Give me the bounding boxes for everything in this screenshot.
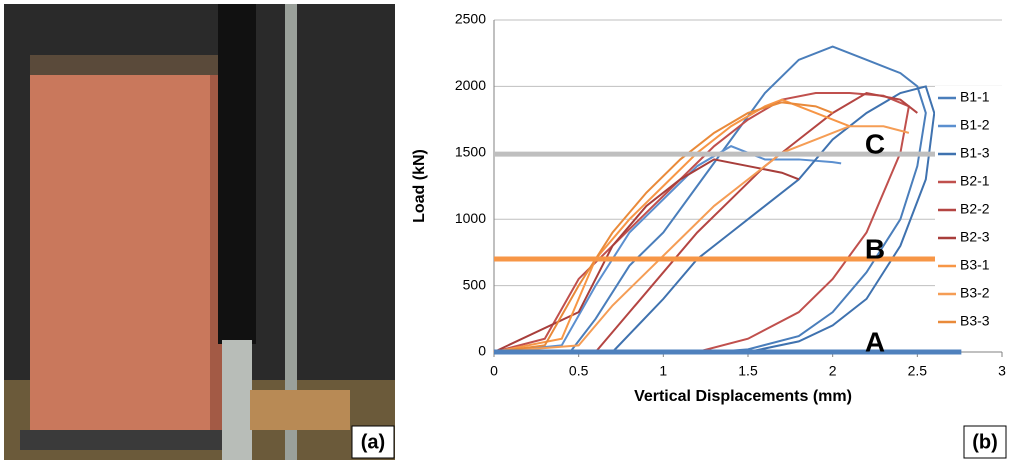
series-line <box>493 101 834 353</box>
legend-label: B1-1 <box>960 89 990 105</box>
y-axis-title: Load (kN) <box>411 149 428 223</box>
series-line <box>493 125 910 353</box>
reference-label: A <box>865 326 885 357</box>
series-line <box>493 98 850 353</box>
x-axis-title: Vertical Displacements (mm) <box>634 388 852 405</box>
x-tick-label: 1 <box>659 363 667 379</box>
x-tick-label: 0.5 <box>569 363 589 379</box>
legend-label: B1-2 <box>960 117 990 133</box>
legend-label: B2-3 <box>960 229 990 245</box>
series-line <box>494 45 927 353</box>
y-tick-label: 1500 <box>455 144 486 160</box>
legend-label: B2-1 <box>960 173 990 189</box>
y-tick-label: 2000 <box>455 77 486 93</box>
legend-label: B2-2 <box>960 201 990 217</box>
base-plate <box>20 430 240 450</box>
reference-label: C <box>865 129 885 160</box>
legend-label: B3-1 <box>960 257 990 273</box>
frame-post <box>285 4 297 460</box>
panel-label: (b) <box>972 431 998 453</box>
brick-column <box>30 75 220 430</box>
series-line <box>494 91 918 353</box>
legend-label: B1-3 <box>960 145 990 161</box>
panel-label-box <box>351 425 395 459</box>
series-line <box>493 92 910 353</box>
y-tick-label: 500 <box>463 276 487 292</box>
x-tick-label: 2.5 <box>908 363 928 379</box>
y-tick-label: 0 <box>478 343 486 359</box>
black-pipe <box>218 4 256 344</box>
top-plate <box>30 55 220 75</box>
legend-label: B3-3 <box>960 313 990 329</box>
panel-label: (a) <box>361 431 385 453</box>
reference-label: B <box>865 233 885 264</box>
series-line <box>493 145 842 353</box>
x-tick-label: 0 <box>490 363 498 379</box>
legend-label: B3-2 <box>960 285 990 301</box>
panel-label-box <box>963 425 1007 459</box>
series-line <box>493 158 800 353</box>
gray-pipe <box>222 340 252 460</box>
x-tick-label: 1.5 <box>738 363 758 379</box>
wood-block <box>250 390 350 430</box>
y-tick-label: 1000 <box>455 210 486 226</box>
y-tick-label: 2500 <box>455 11 486 27</box>
x-tick-label: 2 <box>829 363 837 379</box>
x-tick-label: 3 <box>998 363 1006 379</box>
photo: (a) <box>4 4 395 460</box>
series-line <box>611 85 936 353</box>
